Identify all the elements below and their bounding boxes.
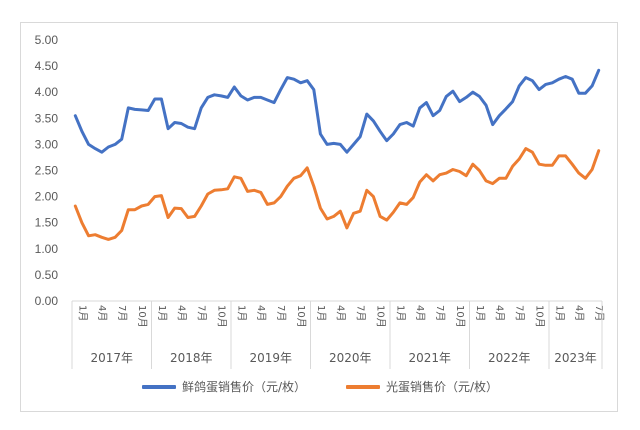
year-label: 2020年 [329, 351, 372, 365]
month-tick-label: 4月 [414, 305, 426, 321]
month-tick-label: 10月 [374, 305, 386, 328]
y-tick-label: 2.00 [35, 190, 59, 204]
y-tick-label: 0.00 [35, 294, 59, 308]
y-tick-label: 1.50 [35, 216, 59, 230]
y-tick-label: 0.50 [35, 268, 59, 282]
month-tick-label: 7月 [196, 305, 208, 321]
month-tick-label: 1月 [235, 305, 247, 321]
legend-swatch-orange [346, 384, 380, 389]
year-label: 2019年 [249, 351, 292, 365]
y-tick-label: 4.50 [35, 59, 59, 73]
month-tick-label: 7月 [116, 305, 128, 321]
y-tick-label: 1.00 [35, 242, 59, 256]
month-tick-label: 1月 [474, 305, 486, 321]
y-tick-label: 2.50 [35, 164, 59, 178]
month-tick-label: 4月 [494, 305, 506, 321]
month-tick-label: 10月 [454, 305, 466, 328]
month-tick-label: 7月 [275, 305, 287, 321]
month-tick-label: 1月 [315, 305, 327, 321]
month-tick-label: 4月 [335, 305, 347, 321]
legend-item-pigeon-egg-price: 鲜鸽蛋销售价（元/枚） [141, 378, 306, 395]
month-tick-label: 7月 [434, 305, 446, 321]
year-label: 2021年 [408, 351, 451, 365]
month-tick-label: 1月 [394, 305, 406, 321]
month-tick-label: 7月 [355, 305, 367, 321]
month-tick-label: 7月 [593, 305, 605, 321]
series-line-plain-egg [73, 147, 601, 241]
y-tick-label: 5.00 [35, 33, 59, 47]
year-label: 2017年 [90, 351, 133, 365]
legend-swatch-blue [141, 384, 176, 389]
legend-item-plain-egg-price: 光蛋销售价（元/枚） [346, 378, 498, 395]
year-label: 2023年 [554, 351, 597, 365]
month-tick-label: 7月 [514, 305, 526, 321]
month-tick-label: 10月 [533, 305, 545, 328]
month-tick-label: 4月 [573, 305, 585, 321]
month-tick-label: 1月 [156, 305, 168, 321]
month-tick-label: 4月 [96, 305, 108, 321]
year-label: 2018年 [170, 351, 213, 365]
legend: 鲜鸽蛋销售价（元/枚） 光蛋销售价（元/枚） [0, 378, 640, 395]
month-tick-label: 10月 [215, 305, 227, 328]
y-tick-label: 3.50 [35, 111, 59, 125]
month-tick-label: 4月 [255, 305, 267, 321]
year-label: 2022年 [488, 351, 531, 365]
y-tick-label: 3.00 [35, 137, 59, 151]
month-tick-label: 10月 [136, 305, 148, 328]
month-tick-label: 4月 [176, 305, 188, 321]
legend-label: 鲜鸽蛋销售价（元/枚） [181, 380, 306, 394]
series-line-pigeon-egg [73, 68, 601, 154]
y-tick-label: 4.00 [35, 85, 59, 99]
month-tick-label: 1月 [553, 305, 565, 321]
month-tick-label: 1月 [76, 305, 88, 321]
legend-label: 光蛋销售价（元/枚） [386, 380, 499, 394]
month-tick-label: 10月 [295, 305, 307, 328]
